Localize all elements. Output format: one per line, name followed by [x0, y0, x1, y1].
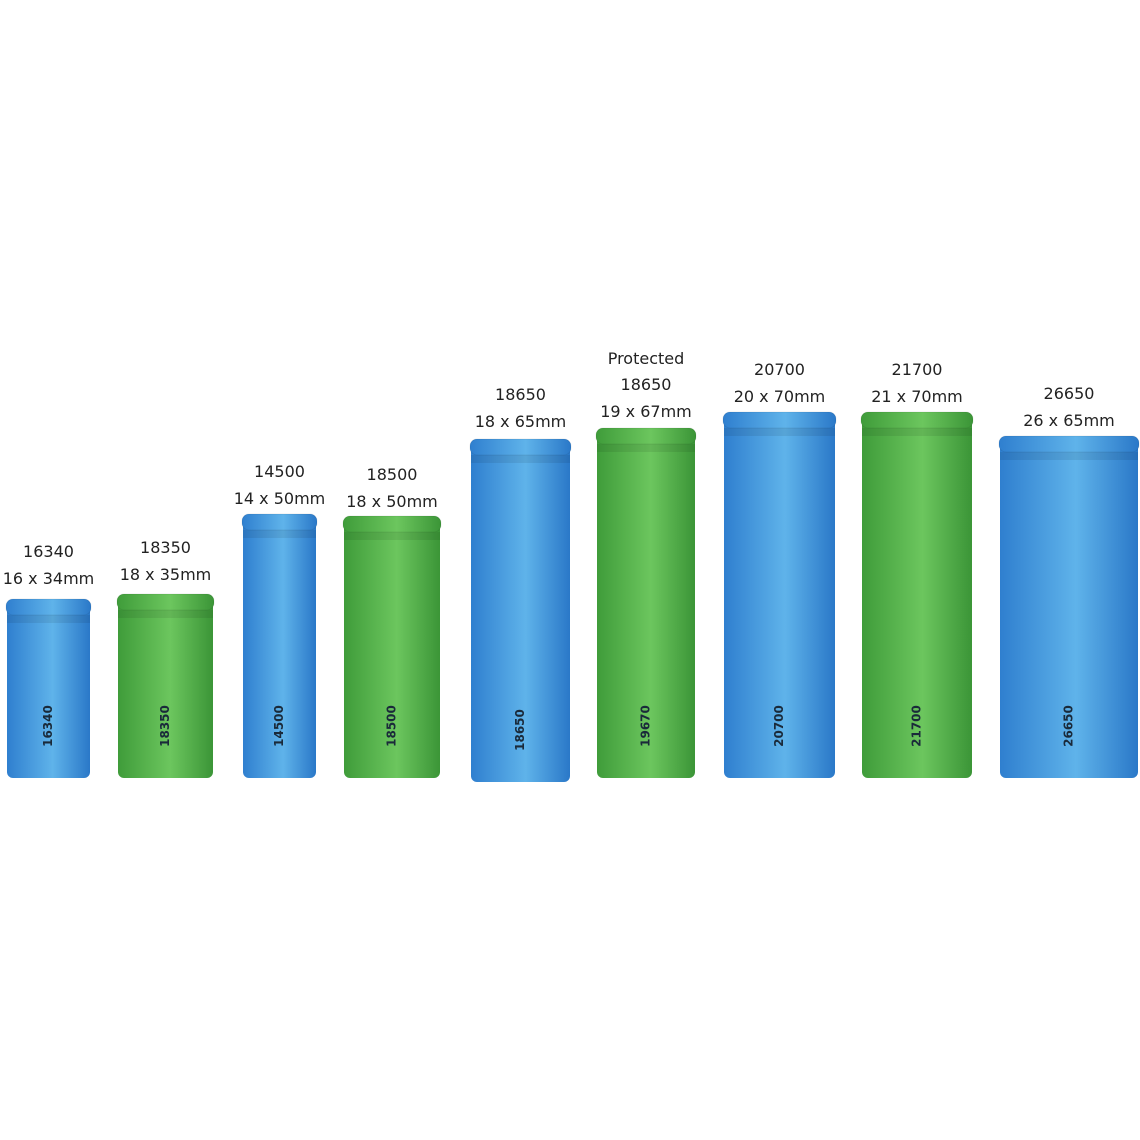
- battery: 14500 14 x 50mm 14500: [234, 462, 326, 778]
- battery-name: 18500: [367, 465, 418, 484]
- battery-body-label: 16340: [41, 705, 55, 747]
- battery-cap: [342, 515, 442, 533]
- battery-cap: [469, 438, 572, 456]
- battery-band: [862, 428, 972, 436]
- battery-body: [1000, 440, 1138, 778]
- battery-cap: [241, 513, 318, 531]
- battery-cap: [998, 435, 1140, 453]
- battery: 18350 18 x 35mm 18350: [116, 538, 215, 778]
- battery: 18500 18 x 50mm 18500: [342, 465, 442, 778]
- battery-band: [344, 532, 440, 540]
- battery-body: [724, 416, 835, 778]
- battery-body: [597, 432, 695, 778]
- battery: 18650 18 x 65mm 18650: [469, 385, 572, 782]
- battery-size: 19 x 67mm: [600, 402, 692, 421]
- battery-name: 18350: [140, 538, 191, 557]
- battery-prefix: Protected: [608, 349, 685, 368]
- battery-name: 14500: [254, 462, 305, 481]
- battery-cap: [116, 593, 215, 611]
- battery-cap: [860, 411, 974, 429]
- battery-name: 18650: [495, 385, 546, 404]
- battery-body-label: 18650: [513, 709, 527, 751]
- battery-band: [243, 530, 316, 538]
- battery-body-label: 18350: [158, 705, 172, 747]
- battery-body: [862, 416, 972, 778]
- battery-size: 16 x 34mm: [3, 569, 95, 588]
- battery-band: [118, 610, 213, 618]
- battery: 26650 26 x 65mm 26650: [998, 384, 1140, 778]
- battery-body-label: 18500: [385, 705, 399, 747]
- battery-name: 21700: [892, 360, 943, 379]
- battery-name: 18650: [621, 375, 672, 394]
- battery-body-label: 26650: [1062, 705, 1076, 747]
- battery-size: 18 x 35mm: [120, 565, 212, 584]
- battery: 20700 20 x 70mm 20700: [722, 360, 837, 778]
- battery-body: [344, 520, 440, 778]
- battery-size: 18 x 65mm: [475, 412, 567, 431]
- battery: 21700 21 x 70mm 21700: [860, 360, 974, 778]
- battery-name: 16340: [23, 542, 74, 561]
- battery-body-label: 20700: [772, 705, 786, 747]
- battery: Protected 18650 19 x 67mm 19670: [595, 349, 697, 778]
- battery-body-label: 21700: [910, 705, 924, 747]
- battery-name: 20700: [754, 360, 805, 379]
- battery: 16340 16 x 34mm 16340: [3, 542, 95, 778]
- battery-cap: [722, 411, 837, 429]
- battery-body-label: 14500: [272, 705, 286, 747]
- battery-size: 20 x 70mm: [734, 387, 826, 406]
- battery-cap: [595, 427, 697, 445]
- battery-cap: [5, 598, 92, 616]
- battery-band: [597, 444, 695, 452]
- battery-body: [118, 598, 213, 778]
- battery-band: [471, 455, 570, 463]
- battery-size: 18 x 50mm: [346, 492, 438, 511]
- battery-size: 14 x 50mm: [234, 489, 326, 508]
- battery-body: [7, 603, 90, 778]
- battery-band: [724, 428, 835, 436]
- battery-body: [471, 443, 570, 782]
- battery-name: 26650: [1044, 384, 1095, 403]
- battery-size: 26 x 65mm: [1023, 411, 1115, 430]
- battery-size: 21 x 70mm: [871, 387, 963, 406]
- battery-body: [243, 518, 316, 778]
- battery-body-label: 19670: [639, 705, 653, 747]
- battery-band: [1000, 452, 1138, 460]
- battery-band: [7, 615, 90, 623]
